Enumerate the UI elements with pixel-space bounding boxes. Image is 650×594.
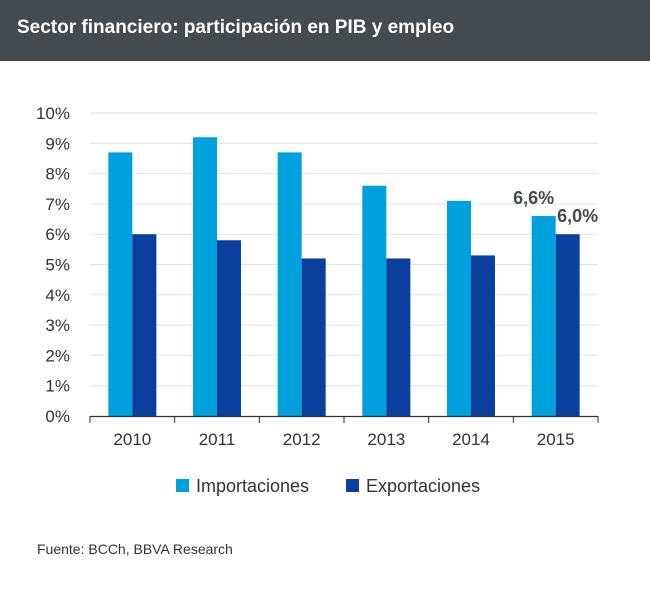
x-tick-label: 2011 [199, 430, 236, 449]
x-tick-label: 2014 [452, 430, 490, 449]
x-tick-label: 2013 [367, 430, 405, 449]
y-tick-label: 4% [45, 286, 70, 305]
chart-header: Sector financiero: participación en PIB … [0, 0, 650, 61]
bar-exportaciones-2014 [471, 255, 495, 416]
y-tick-label: 1% [45, 377, 70, 396]
source-note: Fuente: BCCh, BBVA Research [37, 541, 233, 557]
legend-label-importaciones: Importaciones [196, 476, 309, 496]
y-tick-label: 8% [45, 165, 70, 184]
y-tick-label: 0% [45, 407, 70, 426]
bar-exportaciones-2013 [386, 258, 411, 416]
y-tick-label: 5% [45, 256, 70, 275]
y-tick-label: 6% [45, 225, 70, 244]
legend-swatch-importaciones [176, 479, 189, 492]
bar-importaciones-2014 [447, 200, 471, 416]
bar-importaciones-2015 [531, 216, 556, 416]
y-tick-label: 3% [45, 316, 70, 335]
y-tick-label: 2% [45, 346, 70, 365]
bar-exportaciones-2010 [132, 234, 157, 416]
bar-exportaciones-2015 [555, 234, 580, 416]
x-tick-label: 2010 [113, 430, 151, 449]
bar-exportaciones-2011 [217, 240, 241, 416]
data-label: 6,0% [557, 206, 598, 226]
x-tick-label: 2015 [537, 430, 575, 449]
chart-title: Sector financiero: participación en PIB … [17, 17, 455, 38]
data-label: 6,6% [513, 188, 554, 208]
bar-importaciones-2013 [362, 185, 387, 416]
bar-importaciones-2011 [193, 137, 217, 417]
legend-label-exportaciones: Exportaciones [366, 476, 480, 496]
bar-exportaciones-2012 [301, 258, 326, 416]
x-tick-label: 2012 [283, 430, 321, 449]
y-tick-label: 7% [45, 195, 70, 214]
y-tick-label: 10% [36, 104, 70, 123]
bar-importaciones-2010 [108, 152, 133, 416]
legend-swatch-exportaciones [346, 479, 359, 492]
bar-importaciones-2012 [277, 152, 302, 416]
y-tick-label: 9% [45, 134, 70, 153]
